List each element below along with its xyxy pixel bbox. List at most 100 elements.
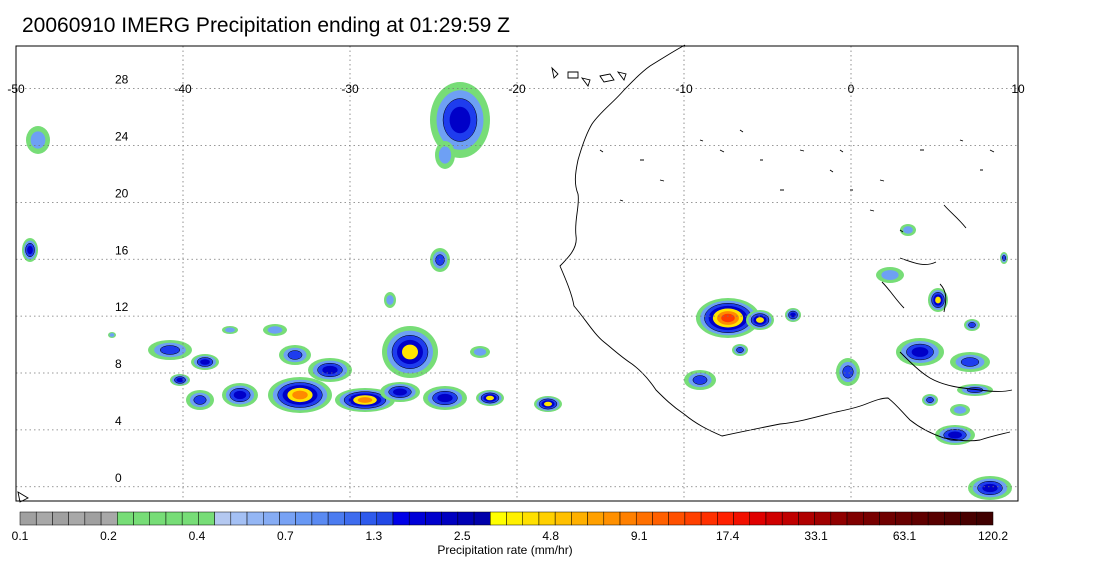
colorbar-swatch bbox=[846, 511, 864, 526]
colorbar-swatch bbox=[733, 511, 750, 526]
rain-cell bbox=[900, 224, 916, 236]
longitude-label: -30 bbox=[341, 82, 359, 96]
latitude-label: 16 bbox=[115, 243, 129, 257]
colorbar-tick-label: 0.2 bbox=[100, 529, 117, 543]
colorbar-swatch bbox=[133, 511, 150, 526]
colorbar-swatch bbox=[360, 511, 378, 526]
colorbar-swatch bbox=[181, 511, 199, 526]
colorbar-swatch bbox=[117, 511, 134, 526]
longitude-labels: -50 -40 -30 -20 -10 0 10 bbox=[7, 82, 1025, 96]
rain-cell bbox=[684, 370, 716, 390]
colorbar-swatch bbox=[684, 511, 702, 526]
colorbar-swatch bbox=[700, 511, 718, 526]
rain-cell bbox=[170, 374, 190, 386]
rain-cell bbox=[423, 386, 467, 410]
latitude-label: 20 bbox=[115, 186, 129, 200]
rain-cell bbox=[430, 248, 450, 272]
rain-cell bbox=[928, 288, 948, 312]
rain-cell bbox=[186, 390, 214, 410]
rain-cell bbox=[430, 82, 490, 158]
colorbar-swatch bbox=[781, 511, 799, 526]
colorbar-swatch bbox=[295, 511, 313, 526]
colorbar-tick-labels: 0.1 0.2 0.4 0.7 1.3 2.5 4.8 9.1 17.4 33.1 63.1 120.… bbox=[12, 529, 1009, 543]
colorbar-swatch bbox=[749, 511, 767, 526]
colorbar-swatch bbox=[863, 511, 880, 526]
colorbar-swatch bbox=[668, 511, 686, 526]
colorbar-tick-label: 1.3 bbox=[365, 529, 382, 543]
colorbar-tick-label: 4.8 bbox=[542, 529, 559, 543]
west-africa-coastline bbox=[559, 44, 1011, 442]
rain-cell bbox=[785, 308, 801, 322]
colorbar-swatch bbox=[830, 511, 848, 526]
colorbar-swatch bbox=[263, 511, 280, 526]
rain-cell bbox=[968, 476, 1012, 500]
rain-cell bbox=[279, 345, 311, 365]
colorbar-swatch bbox=[490, 511, 507, 526]
colorbar-swatch bbox=[214, 511, 232, 526]
latitude-label: 24 bbox=[115, 130, 129, 144]
colorbar-swatch bbox=[35, 511, 53, 526]
colorbar-swatch bbox=[376, 511, 394, 526]
rain-cell bbox=[732, 344, 748, 356]
colorbar-swatch bbox=[327, 511, 345, 526]
colorbar-swatch bbox=[976, 511, 994, 526]
colorbar-swatch bbox=[425, 511, 442, 526]
colorbar-swatch bbox=[100, 511, 118, 526]
map-frame bbox=[15, 45, 1019, 502]
rain-cell bbox=[836, 358, 860, 386]
colorbar-swatch bbox=[392, 511, 410, 526]
colorbar-swatch bbox=[279, 511, 296, 526]
colorbar-swatch bbox=[311, 511, 329, 526]
colorbar-swatch bbox=[895, 511, 913, 526]
colorbar-swatch bbox=[879, 511, 896, 526]
colorbar-swatch bbox=[765, 511, 783, 526]
colorbar-tick-label: 0.4 bbox=[189, 529, 206, 543]
latitude-label: 12 bbox=[115, 300, 129, 314]
colorbar-tick-label: 0.7 bbox=[277, 529, 294, 543]
rain-cell bbox=[148, 340, 192, 360]
rain-cell bbox=[268, 377, 332, 413]
colorbar-swatch bbox=[652, 511, 669, 526]
rain-cell bbox=[22, 238, 38, 262]
latitude-label: 28 bbox=[115, 73, 129, 87]
rain-cell bbox=[222, 383, 258, 407]
rain-cell bbox=[382, 326, 438, 378]
colorbar-tick-label: 9.1 bbox=[631, 529, 648, 543]
coastline bbox=[17, 44, 1013, 503]
rain-cell bbox=[384, 292, 396, 308]
rain-cell bbox=[950, 352, 990, 372]
rain-cell bbox=[1000, 252, 1008, 264]
colorbar-swatch bbox=[911, 511, 929, 526]
longitude-label: 0 bbox=[848, 82, 855, 96]
rain-cell bbox=[308, 358, 352, 382]
colorbar-swatch bbox=[944, 511, 961, 526]
colorbar-swatch bbox=[554, 511, 572, 526]
colorbar-swatch bbox=[198, 511, 215, 526]
niger-delta-coast bbox=[899, 351, 1013, 392]
sahel-outline bbox=[881, 204, 967, 313]
rain-cell bbox=[746, 310, 774, 330]
rain-cell bbox=[26, 126, 50, 154]
colorbar-swatch bbox=[522, 511, 540, 526]
colorbar-swatch bbox=[165, 511, 183, 526]
colorbar bbox=[19, 511, 994, 526]
rain-cell bbox=[476, 390, 504, 406]
longitude-label: -50 bbox=[7, 82, 25, 96]
colorbar-label: Precipitation rate (mm/hr) bbox=[437, 543, 572, 557]
colorbar-swatch bbox=[246, 511, 264, 526]
colorbar-swatch bbox=[619, 511, 637, 526]
colorbar-tick-label: 0.1 bbox=[12, 529, 29, 543]
latitude-label: 8 bbox=[115, 357, 122, 371]
lat-lon-grid bbox=[15, 46, 1019, 501]
rain-cell bbox=[380, 382, 420, 402]
colorbar-swatch bbox=[457, 511, 475, 526]
colorbar-swatch bbox=[68, 511, 86, 526]
rain-cell bbox=[222, 326, 238, 334]
colorbar-swatch bbox=[408, 511, 426, 526]
inland-features bbox=[599, 129, 995, 233]
colorbar-tick-label: 17.4 bbox=[716, 529, 740, 543]
rain-cell bbox=[191, 354, 219, 370]
colorbar-swatch bbox=[798, 511, 815, 526]
longitude-label: -20 bbox=[508, 82, 526, 96]
longitude-label: -10 bbox=[675, 82, 693, 96]
